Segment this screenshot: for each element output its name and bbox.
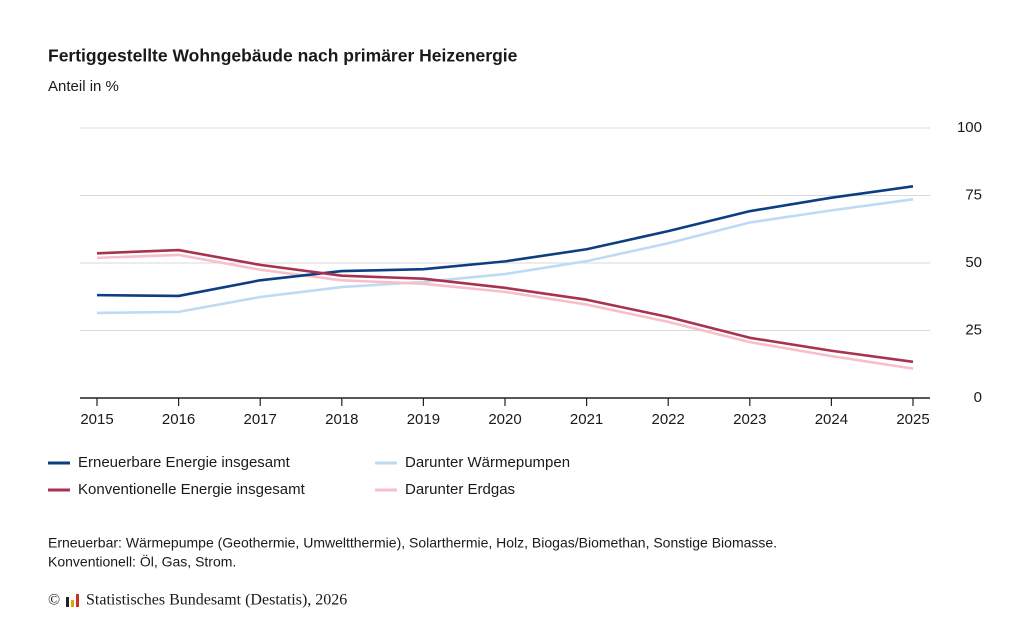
data-line — [96, 253, 914, 370]
data-line — [96, 248, 914, 364]
chart-subtitle: Anteil in % — [48, 78, 119, 95]
data-line — [96, 197, 914, 315]
x-tick-label: 2018 — [325, 411, 358, 428]
legend-label: Konventionelle Energie insgesamt — [78, 481, 306, 498]
x-tick-label: 2022 — [652, 411, 685, 428]
legend-label: Erneuerbare Energie insgesamt — [78, 454, 291, 471]
legend-label: Darunter Erdgas — [405, 481, 515, 498]
x-tick-label: 2021 — [570, 411, 603, 428]
copyright: © — [48, 592, 60, 609]
y-tick-label: 50 — [965, 254, 982, 271]
x-tick-label: 2023 — [733, 411, 766, 428]
x-tick-label: 2020 — [488, 411, 521, 428]
x-tick-label: 2017 — [244, 411, 277, 428]
logo — [66, 594, 79, 607]
x-tick-label: 2024 — [815, 411, 848, 428]
x-tick-label: 2015 — [80, 411, 113, 428]
y-tick-label: 75 — [965, 186, 982, 203]
chart-title: Fertiggestellte Wohngebäude nach primäre… — [48, 46, 518, 66]
footnote: Konventionell: Öl, Gas, Strom. — [48, 553, 236, 570]
footnote: Erneuerbar: Wärmepumpe (Geothermie, Umwe… — [48, 535, 777, 551]
y-tick-label: 25 — [965, 321, 982, 338]
x-tick-label: 2016 — [162, 411, 195, 428]
source: Statistisches Bundesamt (Destatis), 2026 — [86, 592, 347, 609]
x-tick-label: 2025 — [896, 411, 929, 428]
legend-label: Darunter Wärmepumpen — [405, 454, 570, 471]
x-tick-label: 2019 — [407, 411, 440, 428]
y-tick-label: 0 — [974, 389, 982, 406]
data-line — [96, 185, 914, 298]
y-tick-label: 100 — [957, 119, 982, 136]
